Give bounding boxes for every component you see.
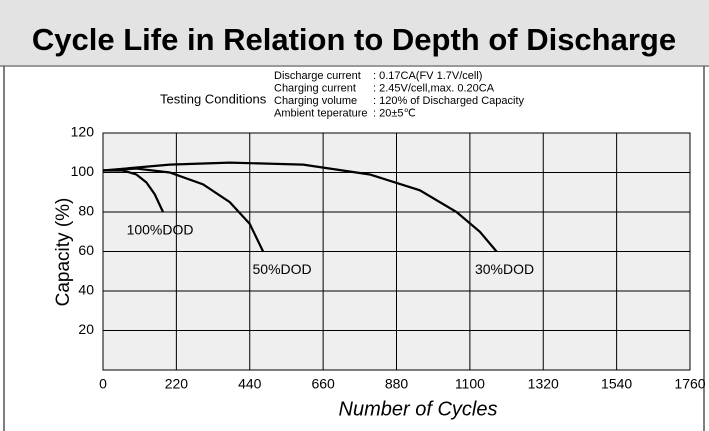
condition-value: : 120% of Discharged Capacity [373, 95, 525, 107]
x-tick-label: 880 [385, 376, 409, 392]
condition-label: Charging volume [274, 95, 357, 107]
chart-title: Cycle Life in Relation to Depth of Disch… [32, 22, 676, 57]
y-tick-label: 60 [78, 242, 94, 258]
y-tick-label: 80 [78, 203, 94, 219]
curve [102, 161, 498, 253]
title-bar [0, 0, 709, 66]
curve-label: 50%DOD [253, 261, 312, 277]
x-tick-label: 0 [99, 376, 107, 392]
x-tick-label: 1100 [455, 376, 485, 392]
y-tick-label: 120 [71, 124, 95, 140]
condition-value: : 2.45V/cell,max. 0.20CA [373, 82, 495, 94]
condition-value: : 0.17CA(FV 1.7V/cell) [373, 70, 482, 82]
curve-label: 100%DOD [127, 222, 194, 238]
conditions-title: Testing Conditions [160, 91, 267, 106]
x-tick-label: 660 [311, 376, 335, 392]
condition-label: Discharge current [274, 70, 361, 82]
x-tick-label: 1540 [601, 376, 632, 392]
x-tick-label: 1760 [674, 376, 705, 392]
condition-value: : 20±5℃ [373, 107, 416, 119]
curve-label: 30%DOD [475, 261, 534, 277]
y-tick-label: 100 [71, 163, 95, 179]
x-axis-title: Number of Cycles [339, 398, 498, 420]
y-tick-label: 40 [78, 282, 94, 298]
x-tick-label: 1320 [528, 376, 559, 392]
x-tick-label: 220 [165, 376, 189, 392]
condition-label: Ambient teperature [274, 107, 368, 119]
y-axis-title: Capacity (%) [53, 198, 74, 307]
y-tick-label: 20 [78, 321, 94, 337]
condition-label: Charging current [274, 82, 356, 94]
x-tick-label: 440 [238, 376, 262, 392]
